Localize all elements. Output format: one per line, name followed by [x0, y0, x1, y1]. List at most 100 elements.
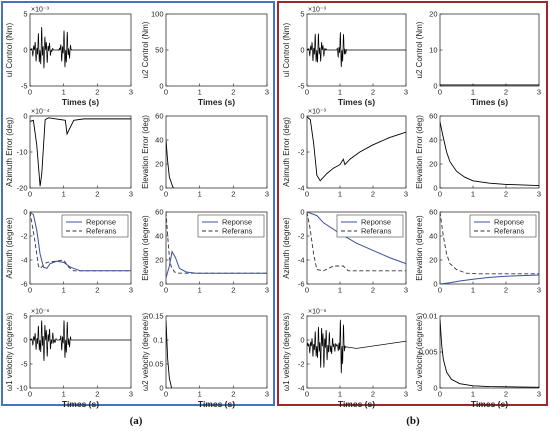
axes-box [439, 13, 540, 87]
x-tick-label: 0 [164, 286, 168, 295]
x-tick-label: 3 [537, 190, 541, 199]
y-tick-label: -4 [298, 184, 305, 193]
y-tick-label: 40 [155, 136, 163, 145]
x-tick-label: 0 [28, 286, 32, 295]
x-tick-label: 2 [95, 390, 99, 399]
x-axis-label: Times (s) [198, 97, 235, 107]
subplot-a-az: -6 -4 -2 0 0 1 2 3 Azimuth (degree) ReponseRefera… [5, 208, 133, 295]
y-axis-label: Elevation (degree) [415, 215, 424, 281]
y-tick-label: 40 [429, 136, 437, 145]
series-line [440, 319, 539, 388]
x-tick-label: 0 [28, 390, 32, 399]
y-tick-label: 0.1 [153, 336, 163, 345]
subplot-a-u2: 0 50 100 0 1 2 3 u2 Control (Nm) Times (s) [141, 10, 269, 108]
x-tick-label: 0 [305, 190, 309, 199]
x-tick-label: 1 [62, 286, 66, 295]
subplot-b-u2: 0 10 20 0 1 2 3 u2 Control (Nm) Times (s) [415, 10, 541, 108]
x-axis-label: Times (s) [62, 399, 99, 409]
y-tick-label: 20 [155, 256, 163, 265]
x-tick-label: 2 [504, 286, 508, 295]
x-tick-label: 2 [95, 190, 99, 199]
x-tick-label: 3 [129, 286, 133, 295]
y-axis-label: Elevation Error (deg) [141, 115, 150, 189]
y-tick-label: -4 [298, 384, 305, 393]
x-tick-label: 3 [129, 88, 133, 97]
x-tick-label: 0 [164, 88, 168, 97]
y-tick-label: -2 [298, 148, 305, 157]
x-tick-label: 0 [438, 390, 442, 399]
subplot-a-el: 0 20 40 60 0 1 2 3 Elevation (degree) ReponseRefe… [141, 208, 269, 295]
y-axis-label: ω2 velocity (degree/s) [415, 313, 424, 392]
y-tick-label: -5 [298, 82, 305, 91]
series-line [440, 121, 539, 187]
legend-entry-reference: Referans [222, 227, 253, 236]
x-tick-label: 2 [231, 190, 235, 199]
x-tick-label: 1 [198, 390, 202, 399]
x-tick-label: 0 [28, 190, 32, 199]
frame-a [1, 1, 275, 406]
y-tick-label: 50 [155, 46, 163, 55]
axes-box [439, 315, 540, 389]
x-tick-label: 1 [471, 286, 475, 295]
y-exponent-label: ×10⁻⁶ [31, 309, 50, 316]
y-tick-label: -2 [298, 360, 305, 369]
axes-box [306, 315, 407, 389]
series-line [30, 26, 131, 69]
y-tick-label: 40 [429, 232, 437, 241]
series-response [166, 250, 267, 279]
y-tick-label: 20 [429, 10, 437, 19]
x-tick-label: 1 [471, 390, 475, 399]
x-tick-label: 1 [198, 190, 202, 199]
x-tick-label: 2 [504, 190, 508, 199]
y-tick-label: -20 [17, 184, 28, 193]
y-tick-label: -6 [298, 280, 305, 289]
y-axis-label: ul Control (Nm) [282, 23, 291, 78]
y-tick-label: 0 [300, 336, 304, 345]
x-tick-label: 1 [62, 88, 66, 97]
axes-box [29, 115, 132, 189]
y-axis-label: ω1 velocity (degree/s) [5, 313, 14, 392]
x-tick-label: 1 [471, 190, 475, 199]
x-tick-label: 3 [537, 88, 541, 97]
y-tick-label: 0 [300, 112, 304, 121]
subplot-b-el-err: 0 20 40 60 0 1 2 3 Elevation Error (deg) [415, 112, 541, 199]
x-tick-label: 1 [62, 190, 66, 199]
y-tick-label: -2 [21, 232, 28, 241]
y-tick-label: 5 [23, 10, 27, 19]
panel-label-a: (a) [130, 415, 143, 427]
y-tick-label: 0 [23, 208, 27, 217]
legend-entry-reference: Referans [361, 227, 392, 236]
x-tick-label: 2 [371, 88, 375, 97]
series-reference [440, 212, 539, 275]
x-tick-label: 1 [471, 88, 475, 97]
x-tick-label: 3 [537, 390, 541, 399]
x-tick-label: 2 [371, 390, 375, 399]
x-tick-label: 0 [305, 88, 309, 97]
y-tick-label: 0.15 [149, 312, 164, 321]
subplot-a-w2: 0 0.05 0.1 0.15 0 1 2 3 ω2 velocity (degree/s) Ti… [141, 312, 269, 410]
legend-entry-response: Reponse [361, 218, 391, 227]
y-tick-label: -10 [17, 384, 28, 393]
y-tick-label: 0.005 [419, 348, 438, 357]
legend-entry-response: Reponse [86, 218, 116, 227]
y-tick-label: 100 [151, 10, 164, 19]
x-tick-label: 3 [265, 390, 269, 399]
y-tick-label: 0 [23, 336, 27, 345]
x-axis-label: Times (s) [338, 399, 375, 409]
subplot-b-az: -6 -4 -2 0 0 1 2 3 Azimuth (degree) ReponseRefera… [282, 208, 408, 295]
axes-box [439, 115, 540, 189]
x-tick-label: 2 [95, 286, 99, 295]
x-tick-label: 3 [265, 286, 269, 295]
legend-entry-reference: Referans [494, 227, 525, 236]
y-tick-label: 20 [429, 160, 437, 169]
y-axis-label: ω2 velocity (degree/s) [141, 313, 150, 392]
x-tick-label: 3 [404, 286, 408, 295]
y-axis-label: Azimuth (degree) [5, 217, 14, 279]
series-reference [30, 212, 131, 272]
x-tick-label: 2 [371, 286, 375, 295]
x-tick-label: 2 [95, 88, 99, 97]
series-response [30, 212, 131, 272]
x-tick-label: 1 [338, 88, 342, 97]
